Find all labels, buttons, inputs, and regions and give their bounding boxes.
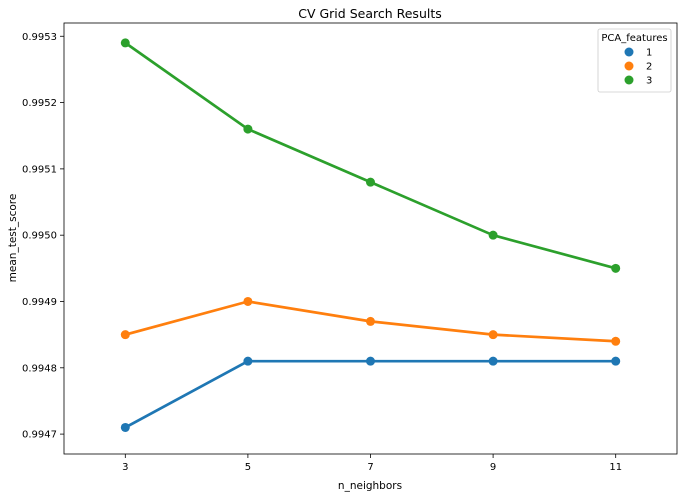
legend-title: PCA_features xyxy=(601,33,667,44)
x-tick-label: 7 xyxy=(367,462,373,473)
x-tick-label: 9 xyxy=(490,462,496,473)
y-tick-label: 0.9948 xyxy=(22,363,57,374)
data-point xyxy=(611,356,621,366)
x-tick-label: 5 xyxy=(245,462,251,473)
data-point xyxy=(120,330,130,340)
legend-label: 2 xyxy=(646,62,652,73)
x-axis: 3 5 7 9 11 xyxy=(122,454,622,473)
y-axis-label: mean_test_score xyxy=(7,194,19,283)
x-tick-label: 3 xyxy=(122,462,128,473)
data-point xyxy=(366,356,375,366)
legend-marker xyxy=(624,61,634,71)
y-tick-label: 0.9953 xyxy=(22,32,57,43)
data-point xyxy=(611,263,621,273)
chart-title: CV Grid Search Results xyxy=(298,6,442,21)
data-point xyxy=(488,230,498,240)
legend-label: 3 xyxy=(646,76,652,87)
series-2 xyxy=(120,296,621,346)
data-point xyxy=(243,124,253,134)
legend-box xyxy=(597,28,672,93)
data-point xyxy=(120,38,130,48)
data-point xyxy=(611,336,621,346)
y-tick-label: 0.9950 xyxy=(22,231,57,242)
y-tick-label: 0.9952 xyxy=(22,98,57,109)
data-point xyxy=(120,422,130,432)
x-axis-label: n_neighbors xyxy=(338,480,402,492)
legend-label: 1 xyxy=(646,48,652,59)
series-layer xyxy=(120,38,621,432)
data-point xyxy=(366,177,375,187)
legend: PCA_features 1 2 3 xyxy=(597,28,672,93)
y-tick-label: 0.9949 xyxy=(22,297,57,308)
y-tick-label: 0.9947 xyxy=(22,430,57,441)
data-point xyxy=(488,330,498,340)
series-1 xyxy=(120,356,621,432)
y-axis: 0.9947 0.9948 0.9949 0.9950 0.9951 0.9952 0.99… xyxy=(22,32,64,441)
series-3 xyxy=(120,38,621,273)
series-line xyxy=(123,41,618,270)
legend-marker xyxy=(624,47,634,57)
data-point xyxy=(488,356,498,366)
legend-marker xyxy=(624,75,634,85)
data-point xyxy=(243,356,253,366)
plot-area xyxy=(63,22,678,455)
series-line xyxy=(123,359,618,429)
y-tick-label: 0.9951 xyxy=(22,164,57,175)
data-point xyxy=(243,296,253,306)
x-tick-label: 11 xyxy=(609,462,622,473)
data-point xyxy=(366,316,375,326)
